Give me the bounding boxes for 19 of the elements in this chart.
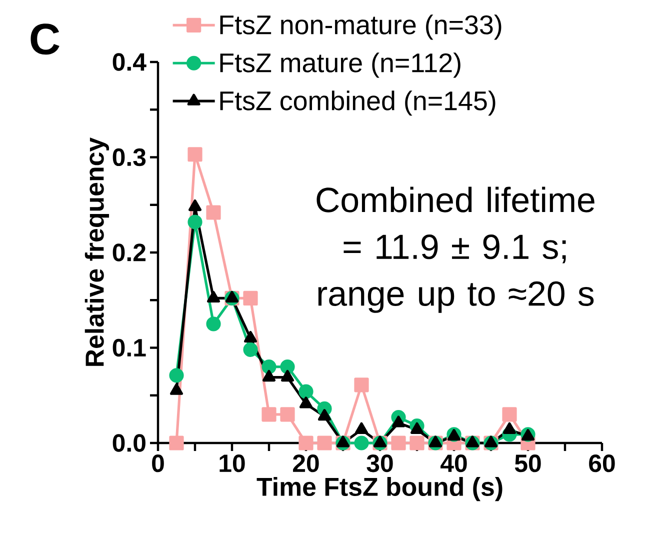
x-tick-label: 60 [589,454,615,472]
y-tick-label: 0.1 [112,338,146,357]
x-tick-label: 40 [440,454,467,472]
y-tick-label: 0.2 [112,244,146,262]
x-tick-label: 50 [514,454,541,472]
legend-label: FtsZ combined (n=145) [220,90,496,116]
annotation: Combined lifetime = 11.9 ± 9.1 s; range up to ≈20 s [316,186,594,313]
x-tick-label: 30 [366,454,393,472]
x-axis-title: Time FtsZ bound (s) [256,477,502,502]
y-tick-label: 0.0 [112,434,146,452]
text: C [30,24,60,55]
y-tick-label: 0.3 [112,148,146,166]
legend-label: FtsZ non-mature (n=33) [220,14,502,40]
x-tick-label: 20 [293,454,319,472]
y-tick-label: 0.4 [112,53,146,71]
y-axis-title: Relative frequency [84,138,110,366]
x-tick-label: 10 [220,454,245,472]
x-tick-label: 0 [152,454,164,472]
legend-label: FtsZ mature (n=112) [220,52,460,78]
